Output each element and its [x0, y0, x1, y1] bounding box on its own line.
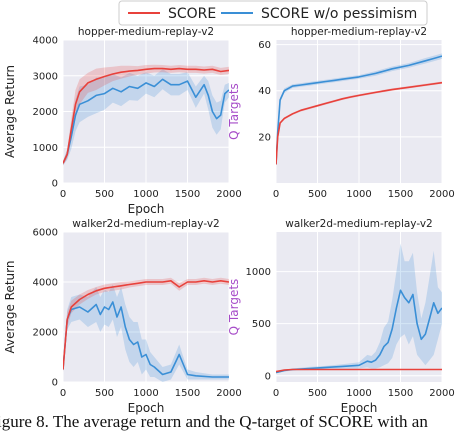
chart-panel-1: 0 500 1000 1500 2000 20 40 60 hopper-medium-repl… — [227, 26, 455, 200]
series-line-0 — [276, 81, 442, 165]
x-tick-label: 1500 — [388, 189, 413, 200]
chart-panel-0: 0 500 1000 1500 2000 0 1000 2000 3000 4000 hopper-… — [3, 26, 242, 216]
plot-data — [63, 277, 229, 382]
y-tick-label: 2000 — [33, 328, 58, 339]
x-tick-label: 0 — [273, 388, 279, 399]
series-line-1 — [63, 78, 229, 164]
x-tick-label: 2000 — [216, 189, 241, 200]
series-line-0 — [276, 368, 442, 373]
x-tick-label: 1500 — [175, 388, 200, 399]
legend-label-0: SCORE — [168, 6, 216, 22]
x-tick-label: 500 — [95, 189, 114, 200]
chart-title: walker2d-medium-replay-v2 — [72, 218, 220, 230]
legend: SCORE SCORE w/o pessimism — [118, 0, 428, 26]
y-tick-label: 6000 — [33, 228, 58, 239]
x-tick-label: 2000 — [429, 189, 454, 200]
figure-caption: igure 8. The average return and the Q-ta… — [0, 412, 428, 431]
x-tick-label: 1000 — [346, 388, 371, 399]
series-band-1 — [63, 284, 229, 382]
y-tick-label: 2000 — [33, 107, 58, 118]
y-tick-label: 40 — [258, 86, 271, 97]
chart-title: hopper-medium-replay-v2 — [78, 26, 214, 38]
plot-data — [276, 243, 442, 374]
x-tick-label: 0 — [60, 388, 66, 399]
y-tick-label: 1000 — [246, 267, 271, 278]
x-tick-label: 500 — [308, 388, 327, 399]
chart-title: walker2d-medium-replay-v2 — [285, 218, 433, 230]
x-axis-label: Epoch — [128, 401, 165, 415]
legend-frame — [118, 0, 428, 26]
series-line-1 — [276, 289, 442, 374]
y-tick-label: 4000 — [33, 36, 58, 47]
legend-label-1: SCORE w/o pessimism — [261, 6, 417, 22]
y-tick-label: 60 — [258, 40, 271, 51]
series-line-0 — [63, 279, 229, 370]
x-tick-label: 1500 — [175, 189, 200, 200]
x-tick-label: 1000 — [346, 189, 371, 200]
y-tick-label: 4000 — [33, 278, 58, 289]
plot-data — [276, 53, 442, 166]
x-tick-label: 1000 — [133, 189, 158, 200]
x-axis-label: Epoch — [128, 202, 165, 216]
x-tick-label: 0 — [60, 189, 66, 200]
y-axis-label: Average Return — [3, 261, 17, 354]
y-tick-label: 0 — [52, 179, 58, 190]
chart-title: hopper-medium-replay-v2 — [291, 26, 427, 38]
y-axis-label: Q Targets — [227, 279, 241, 336]
y-axis-label: Q Targets — [227, 83, 241, 140]
x-tick-label: 1000 — [133, 388, 158, 399]
y-tick-label: 0 — [52, 378, 58, 389]
x-tick-label: 500 — [308, 189, 327, 200]
series-line-1 — [276, 55, 442, 165]
x-tick-label: 1500 — [388, 388, 413, 399]
x-tick-label: 2000 — [429, 388, 454, 399]
x-tick-label: 500 — [95, 388, 114, 399]
y-tick-label: 1000 — [33, 143, 58, 154]
y-axis-label: Average Return — [3, 65, 17, 158]
y-tick-label: 3000 — [33, 71, 58, 82]
y-tick-label: 500 — [252, 319, 271, 330]
x-tick-label: 2000 — [216, 388, 241, 399]
y-tick-label: 0 — [265, 371, 271, 382]
chart-panel-2: 0 500 1000 1500 2000 0 2000 4000 6000 walker2d-me… — [3, 218, 242, 415]
series-band-1 — [276, 243, 442, 374]
x-tick-label: 0 — [273, 189, 279, 200]
chart-panel-3: 0 500 1000 1500 2000 0 500 1000 walker2d-medium-… — [227, 218, 455, 415]
series-line-0 — [63, 67, 229, 164]
x-axis-label: Epoch — [341, 401, 378, 415]
series-band-1 — [276, 53, 442, 166]
plot-data — [63, 64, 229, 166]
y-tick-label: 20 — [258, 132, 271, 143]
series-line-1 — [63, 301, 229, 378]
